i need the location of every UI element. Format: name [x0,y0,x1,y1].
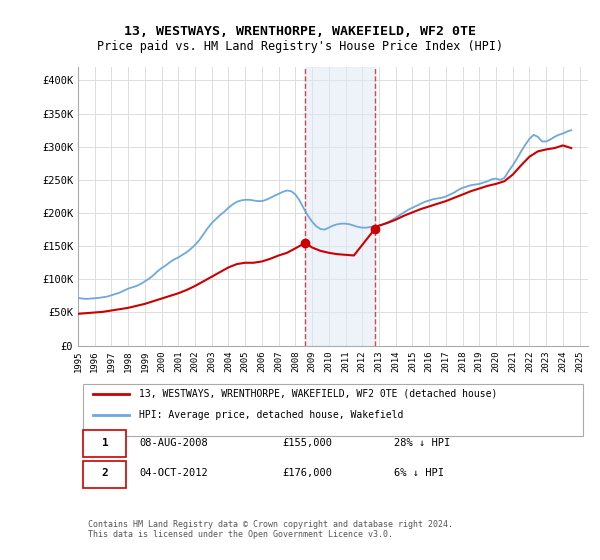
Text: Price paid vs. HM Land Registry's House Price Index (HPI): Price paid vs. HM Land Registry's House … [97,40,503,53]
Text: 28% ↓ HPI: 28% ↓ HPI [394,437,451,447]
Text: 08-AUG-2008: 08-AUG-2008 [139,437,208,447]
Text: 6% ↓ HPI: 6% ↓ HPI [394,468,444,478]
Text: 13, WESTWAYS, WRENTHORPE, WAKEFIELD, WF2 0TE (detached house): 13, WESTWAYS, WRENTHORPE, WAKEFIELD, WF2… [139,389,497,399]
Text: £176,000: £176,000 [282,468,332,478]
Text: Contains HM Land Registry data © Crown copyright and database right 2024.
This d: Contains HM Land Registry data © Crown c… [88,520,453,539]
Text: £155,000: £155,000 [282,437,332,447]
Text: 04-OCT-2012: 04-OCT-2012 [139,468,208,478]
FancyBboxPatch shape [83,430,127,457]
Text: 2: 2 [101,468,109,478]
Text: 13, WESTWAYS, WRENTHORPE, WAKEFIELD, WF2 0TE: 13, WESTWAYS, WRENTHORPE, WAKEFIELD, WF2… [124,25,476,38]
Text: 1: 1 [101,437,109,447]
FancyBboxPatch shape [83,384,583,436]
Text: HPI: Average price, detached house, Wakefield: HPI: Average price, detached house, Wake… [139,410,404,420]
FancyBboxPatch shape [83,461,127,488]
Bar [305,67,375,346]
